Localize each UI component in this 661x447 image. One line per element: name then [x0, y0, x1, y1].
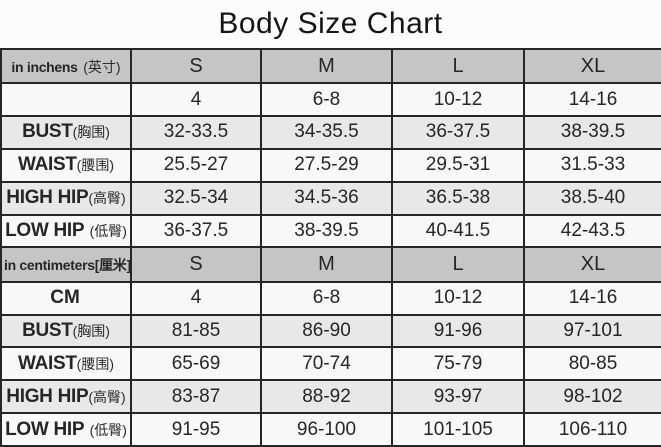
inches-label-cn: (英寸): [83, 58, 121, 75]
value-cell: 31.5-33: [523, 147, 661, 183]
value-cell: 65-69: [130, 346, 262, 382]
value-cell: 96-100: [260, 412, 393, 447]
row-label: WAIST(腰围): [0, 147, 132, 183]
value-cell: 80-85: [523, 346, 661, 382]
column-header-m: M: [260, 246, 393, 283]
row-label: [0, 82, 132, 118]
size-chart-table: in inchens (英寸) S M L XL 4 6-8 10-12 14-…: [0, 47, 661, 447]
column-header-l: L: [391, 47, 525, 85]
row-label: BUST(胸围): [0, 115, 132, 150]
value-cell: 10-12: [391, 82, 525, 118]
value-cell: 38-39.5: [260, 213, 393, 249]
value-cell: 36.5-38: [391, 180, 525, 216]
value-cell: 101-105: [391, 412, 525, 447]
row-label: HIGH HIP(高臀): [0, 379, 132, 415]
row-label: CM: [0, 280, 132, 316]
centimeters-header-row: in centimeters[厘米] S M L XL: [0, 246, 661, 283]
inches-header-row: in inchens (英寸) S M L XL: [0, 47, 661, 85]
row-label: WAIST(腰围): [0, 346, 132, 382]
value-cell: 38-39.5: [523, 115, 661, 150]
value-cell: 38.5-40: [523, 180, 661, 216]
value-cell: 6-8: [260, 280, 393, 316]
table-row-waist-cm: WAIST(腰围) 65-69 70-74 75-79 80-85: [0, 346, 661, 382]
centimeters-label-en: in centimeters: [4, 257, 95, 274]
value-cell: 34-35.5: [260, 115, 393, 150]
column-header-xl: XL: [523, 246, 661, 283]
row-label: LOW HIP (低臀): [0, 412, 132, 447]
column-header-s: S: [130, 47, 262, 85]
title-bar: Body Size Chart: [0, 0, 661, 48]
row-label: BUST(胸围): [0, 313, 132, 349]
column-header-xl: XL: [523, 47, 661, 85]
value-cell: 81-85: [130, 313, 262, 349]
value-cell: 32-33.5: [130, 115, 262, 150]
value-cell: 29.5-31: [391, 147, 525, 183]
row-label: HIGH HIP(高臀): [0, 180, 132, 216]
value-cell: 25.5-27: [130, 147, 262, 183]
table-row-us-sizes: 4 6-8 10-12 14-16: [0, 82, 661, 118]
column-header-l: L: [391, 246, 525, 283]
value-cell: 88-92: [260, 379, 393, 415]
table-row-bust-cm: BUST(胸围) 81-85 86-90 91-96 97-101: [0, 313, 661, 349]
value-cell: 6-8: [260, 82, 393, 118]
value-cell: 86-90: [260, 313, 393, 349]
inches-section-label: in inchens (英寸): [0, 47, 132, 85]
value-cell: 32.5-34: [130, 180, 262, 216]
column-header-m: M: [260, 47, 393, 85]
value-cell: 91-96: [391, 313, 525, 349]
value-cell: 91-95: [130, 412, 262, 447]
value-cell: 14-16: [523, 82, 661, 118]
value-cell: 14-16: [523, 280, 661, 316]
table-row-high-hip-cm: HIGH HIP(高臀) 83-87 88-92 93-97 98-102: [0, 379, 661, 415]
value-cell: 75-79: [391, 346, 525, 382]
table-row-low-hip-cm: LOW HIP (低臀) 91-95 96-100 101-105 106-11…: [0, 412, 661, 447]
value-cell: 106-110: [523, 412, 661, 447]
table-row-low-hip-in: LOW HIP (低臀) 36-37.5 38-39.5 40-41.5 42-…: [0, 213, 661, 249]
value-cell: 10-12: [391, 280, 525, 316]
value-cell: 27.5-29: [260, 147, 393, 183]
value-cell: 70-74: [260, 346, 393, 382]
value-cell: 4: [130, 280, 262, 316]
table-row-high-hip-in: HIGH HIP(高臀) 32.5-34 34.5-36 36.5-38 38.…: [0, 180, 661, 216]
page-title: Body Size Chart: [218, 7, 443, 40]
row-label: LOW HIP (低臀): [0, 213, 132, 249]
inches-label-en: in inchens: [11, 58, 78, 75]
table-row-waist-in: WAIST(腰围) 25.5-27 27.5-29 29.5-31 31.5-3…: [0, 147, 661, 183]
value-cell: 36-37.5: [130, 213, 262, 249]
column-header-s: S: [130, 246, 262, 283]
value-cell: 36-37.5: [391, 115, 525, 150]
centimeters-label-cn: [厘米]: [94, 257, 131, 274]
value-cell: 4: [130, 82, 262, 118]
value-cell: 42-43.5: [523, 213, 661, 249]
value-cell: 40-41.5: [391, 213, 525, 249]
value-cell: 97-101: [523, 313, 661, 349]
value-cell: 93-97: [391, 379, 525, 415]
table-row-bust-in: BUST(胸围) 32-33.5 34-35.5 36-37.5 38-39.5: [0, 115, 661, 150]
value-cell: 98-102: [523, 379, 661, 415]
centimeters-section-label: in centimeters[厘米]: [0, 246, 132, 283]
value-cell: 34.5-36: [260, 180, 393, 216]
table-row-cm-sizes: CM 4 6-8 10-12 14-16: [0, 280, 661, 316]
value-cell: 83-87: [130, 379, 262, 415]
